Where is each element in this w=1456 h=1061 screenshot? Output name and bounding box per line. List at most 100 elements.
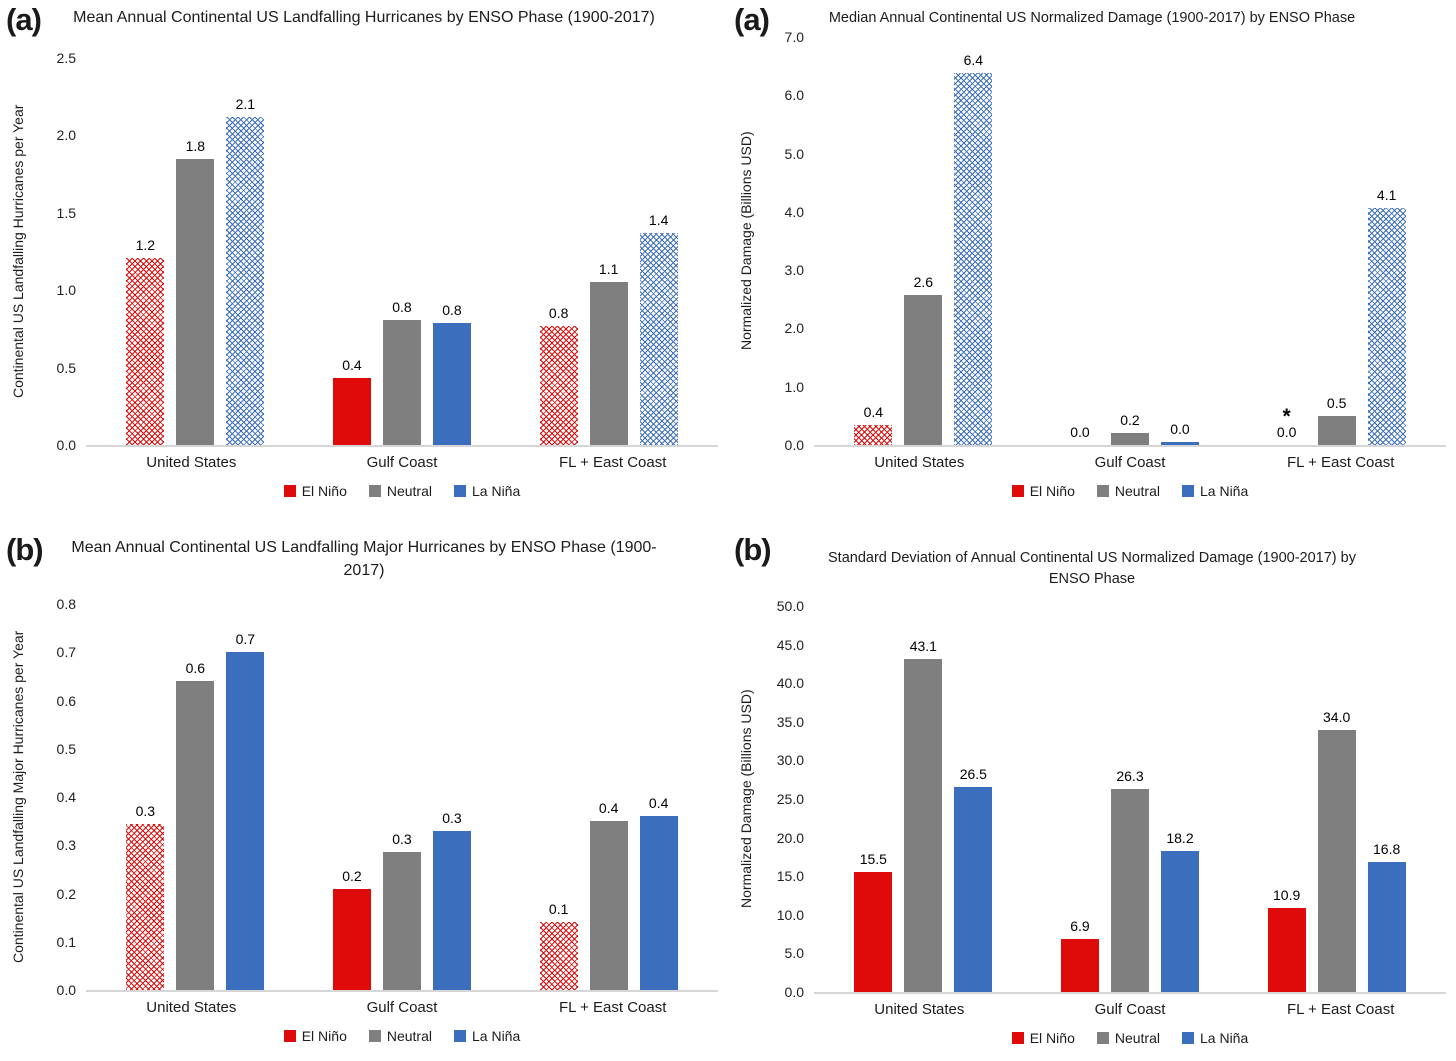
bar-value-label: 18.2: [1166, 830, 1194, 846]
bar-value-label: 2.6: [913, 274, 934, 290]
bar-group: 15.5 43.1 26.5: [854, 638, 993, 992]
bar-column: 0.7: [226, 631, 265, 990]
bar: [1160, 442, 1199, 445]
legend-label: El Niño: [301, 483, 347, 499]
y-tick-label: 0.4: [56, 789, 76, 805]
bar-column: 43.1: [904, 638, 943, 992]
bar-column: 0.0: [1160, 421, 1199, 445]
y-tick-label: 0.0: [784, 437, 804, 453]
bar-group: 0.0 0.2 0.0: [1061, 412, 1199, 445]
y-tick-label: 40.0: [776, 675, 804, 692]
bar-value-label: 0.4: [342, 357, 362, 373]
bar-value-label: * 0.0: [1276, 405, 1297, 440]
legend: El Niño Neutral La Niña: [814, 1030, 1446, 1046]
bar-value-label: 34.0: [1323, 709, 1351, 725]
legend-entry: El Niño: [1011, 1030, 1075, 1046]
bar-value-label: 26.3: [1116, 768, 1144, 784]
bar-column: 0.5: [1317, 395, 1356, 445]
bar-column: 0.4: [854, 404, 893, 445]
chart-title: Mean Annual Continental US Landfalling H…: [73, 9, 655, 26]
category-label: United States: [146, 999, 237, 1016]
bar-column: 2.1: [226, 96, 265, 445]
y-tick-label: 5.0: [784, 145, 804, 162]
chart-area: Normalized Damage (Billions USD) 50.0 45.…: [738, 598, 1446, 1046]
category-label: Gulf Coast: [1094, 454, 1166, 471]
bar-column: 10.9: [1267, 887, 1306, 992]
panel-header: Standard Deviation of Annual Continental…: [738, 530, 1446, 606]
legend-swatch-icon: [1096, 1032, 1109, 1044]
y-tick-label: 1.5: [56, 204, 76, 221]
legend-swatch-icon: [454, 1030, 466, 1042]
y-tick-label: 4.0: [784, 203, 804, 220]
y-tick-label: 1.0: [56, 282, 76, 299]
panel-mean-hurricanes: (a) Mean Annual Continental US Landfalli…: [0, 0, 728, 530]
chart-area: Normalized Damage (Billions USD) 7.0 6.0 5…: [738, 29, 1446, 499]
bar: [1267, 908, 1306, 992]
y-axis-ticks: 50.0 45.0 40.0 35.0 30.0 25.0 20.0 15.0 10.0 5.0 0…: [764, 598, 814, 1000]
legend-swatch-icon: [454, 485, 466, 497]
bar: [954, 787, 993, 992]
y-tick-label: 6.0: [784, 87, 804, 104]
legend-label: La Niña: [1200, 1030, 1249, 1046]
legend-entry: Neutral: [368, 483, 432, 499]
bar: [589, 821, 628, 990]
y-tick-label: 0.1: [56, 933, 76, 950]
legend-swatch-icon: [1011, 1032, 1024, 1044]
bar: [854, 872, 893, 992]
legend-swatch-icon: [1182, 485, 1194, 497]
bar-value-label: 16.8: [1373, 841, 1401, 857]
panel-header: Mean Annual Continental US Landfalling H…: [10, 0, 718, 58]
legend-entry: La Niña: [1182, 483, 1248, 499]
bar-value-label: 10.9: [1273, 887, 1301, 903]
y-tick-label: 30.0: [776, 752, 804, 769]
bar-group: * 0.0 0.5 4.1: [1268, 187, 1406, 445]
bar-value-label: 15.5: [859, 851, 887, 867]
y-axis-ticks: 7.0 6.0 5.0 4.0 3.0 2.0 1.0 0.0: [764, 29, 814, 453]
legend-label: La Niña: [472, 1028, 521, 1044]
chart-area: Continental US Landfalling Major Hurrica…: [10, 596, 718, 1044]
y-tick-label: 1.0: [784, 378, 804, 395]
legend: El Niño Neutral La Niña: [86, 1028, 718, 1044]
bar-column: 0.8: [382, 299, 421, 445]
bar-column: 1.2: [126, 237, 165, 445]
panel-mean-major-hurricanes: (b) Mean Annual Continental US Landfalli…: [0, 530, 728, 1061]
y-tick-label: 3.0: [784, 262, 804, 279]
panel-header: Mean Annual Continental US Landfalling M…: [10, 530, 718, 604]
bar-column: 0.4: [332, 357, 371, 445]
bar-column: 16.8: [1367, 841, 1406, 992]
bar-group: 6.9 26.3 18.2: [1060, 768, 1199, 992]
bar-column: 0.2: [332, 868, 371, 990]
bar-column: * 0.0: [1268, 405, 1306, 445]
bar-value-label: 0.6: [185, 660, 206, 676]
bar-value-label: 0.3: [442, 810, 462, 826]
bar: [1317, 730, 1356, 992]
bar-value-label: 0.1: [548, 901, 569, 917]
bar: [126, 824, 165, 990]
plot-area: 0.3 0.6 0.7 0.2 0.3 0.3 0.1 0.4 0.4: [86, 604, 718, 992]
bar: [382, 320, 421, 445]
legend-entry: Neutral: [368, 1028, 432, 1044]
legend-entry: Neutral: [1096, 1030, 1160, 1046]
plot-area: 0.4 2.6 6.4 0.0 0.2 0.0 * 0.0 0.5 4.1: [814, 37, 1446, 447]
bar-value-label: 1.2: [135, 237, 156, 253]
legend-swatch-icon: [368, 1030, 381, 1042]
bar-column: 0.2: [1110, 412, 1149, 445]
legend-entry: La Niña: [454, 1028, 520, 1044]
bar: [639, 233, 678, 445]
legend-swatch-icon: [283, 1030, 296, 1042]
legend-entry: La Niña: [1182, 1030, 1248, 1046]
legend-label: El Niño: [1029, 483, 1075, 499]
bar-value-label: 0.8: [392, 299, 412, 315]
y-tick-label: 45.0: [776, 636, 804, 653]
plot-wrap: 1.2 1.8 2.1 0.4 0.8 0.8 0.8 1.1 1.4 United State…: [86, 58, 718, 499]
y-tick-label: 5.0: [784, 945, 804, 962]
bar: [332, 378, 371, 445]
legend-label: La Niña: [472, 483, 521, 499]
bar: [1367, 208, 1406, 445]
bar-group: 0.4 0.8 0.8: [332, 299, 471, 445]
bar: [854, 425, 893, 445]
plot-wrap: 15.5 43.1 26.5 6.9 26.3 18.2 10.9 34.0 16.8 Unit…: [814, 606, 1446, 1046]
y-tick-label: 15.0: [776, 868, 804, 885]
chart-title: Median Annual Continental US Normalized …: [828, 10, 1356, 26]
bar-column: 1.4: [639, 212, 678, 445]
